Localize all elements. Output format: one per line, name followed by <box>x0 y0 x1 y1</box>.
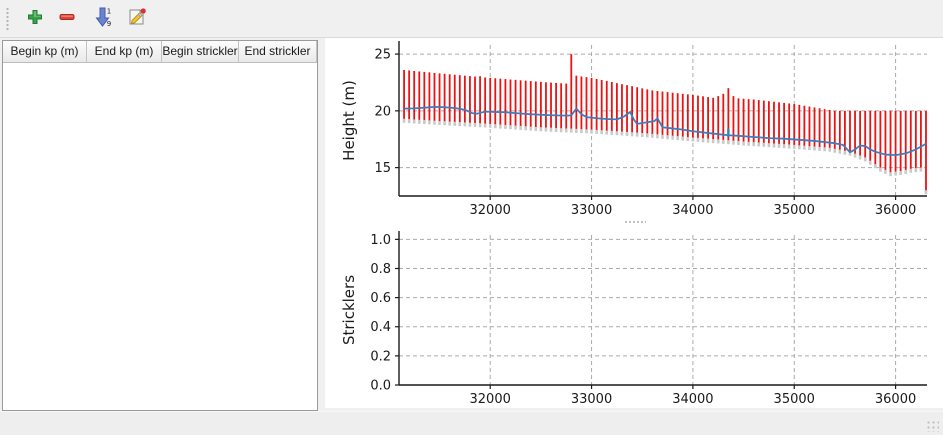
remove-row-button[interactable] <box>54 6 80 32</box>
svg-text:33000: 33000 <box>571 392 612 407</box>
column-header-begin-kp[interactable]: Begin kp (m) <box>3 41 87 62</box>
status-bar <box>0 411 943 435</box>
column-header-end-strickler[interactable]: End strickler <box>239 41 317 62</box>
svg-text:32000: 32000 <box>470 203 511 218</box>
toolbar: 1 9 <box>0 0 943 38</box>
stricklers-chart: 32000 33000 34000 35000 36000 0.0 0.2 0.4 0.6 0.8… <box>340 231 927 407</box>
svg-text:1.0: 1.0 <box>370 233 391 248</box>
svg-text:35000: 35000 <box>774 203 815 218</box>
svg-text:25: 25 <box>374 48 391 63</box>
charts-panel: 32000 33000 34000 35000 36000 15 20 25 Height (m… <box>325 38 943 408</box>
edit-table-button[interactable] <box>124 6 150 32</box>
add-row-button[interactable] <box>22 6 48 32</box>
svg-text:36000: 36000 <box>875 203 916 218</box>
svg-text:Height (m): Height (m) <box>340 80 358 161</box>
svg-text:34000: 34000 <box>672 203 713 218</box>
column-header-begin-strickler[interactable]: Begin strickler <box>162 41 239 62</box>
svg-text:1: 1 <box>107 8 111 16</box>
svg-text:0.0: 0.0 <box>370 379 391 394</box>
sort-numeric-descending-icon: 1 9 <box>92 6 114 31</box>
svg-text:35000: 35000 <box>774 392 815 407</box>
table-body-empty[interactable] <box>3 63 317 410</box>
svg-text:15: 15 <box>374 161 391 176</box>
chart-splitter-handle[interactable] <box>624 219 646 224</box>
minus-icon <box>58 8 76 29</box>
height-profile-chart: 32000 33000 34000 35000 36000 15 20 25 Height (m… <box>340 41 928 218</box>
sort-rows-button[interactable]: 1 9 <box>90 6 116 32</box>
strickler-zones-table[interactable]: Begin kp (m) End kp (m) Begin strickler … <box>2 40 318 411</box>
svg-text:33000: 33000 <box>571 203 612 218</box>
column-header-end-kp[interactable]: End kp (m) <box>87 41 162 62</box>
svg-text:36000: 36000 <box>875 392 916 407</box>
svg-text:9: 9 <box>107 20 111 28</box>
svg-text:0.6: 0.6 <box>370 291 391 306</box>
svg-text:0.4: 0.4 <box>370 320 391 335</box>
plus-icon <box>26 8 44 29</box>
svg-text:32000: 32000 <box>470 392 511 407</box>
edit-page-icon <box>127 7 147 30</box>
svg-text:0.8: 0.8 <box>370 262 391 277</box>
window-resize-grip[interactable] <box>925 419 939 432</box>
svg-text:0.2: 0.2 <box>370 349 391 364</box>
toolbar-drag-handle[interactable] <box>4 5 10 32</box>
svg-text:20: 20 <box>374 104 391 119</box>
svg-text:Stricklers: Stricklers <box>340 275 358 345</box>
svg-text:34000: 34000 <box>672 392 713 407</box>
table-header-row: Begin kp (m) End kp (m) Begin strickler … <box>3 41 317 63</box>
